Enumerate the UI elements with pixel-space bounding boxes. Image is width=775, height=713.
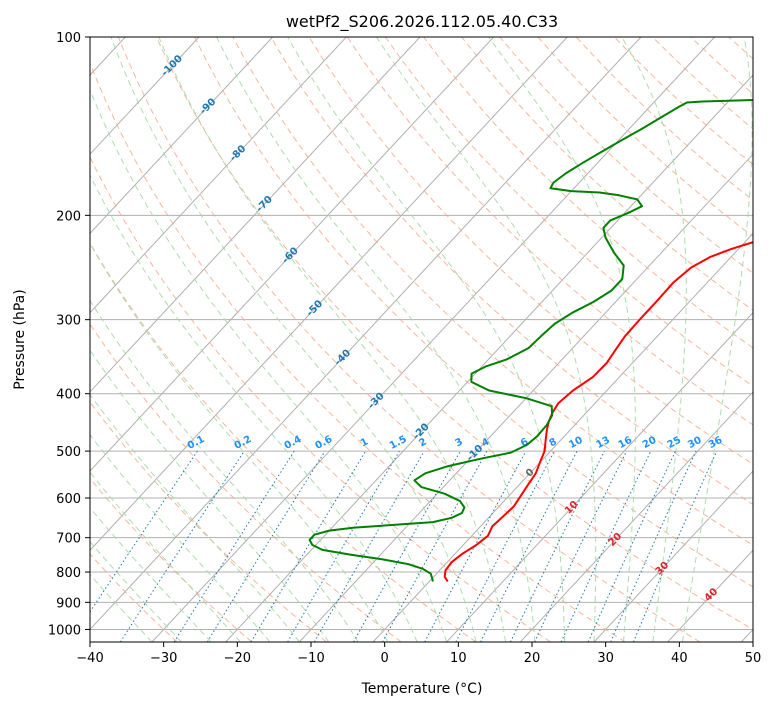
y-tick-label: 1000 [48, 623, 81, 638]
x-tick-label: 20 [524, 651, 541, 666]
x-tick-label: −10 [297, 651, 324, 666]
x-tick-label: −20 [224, 651, 251, 666]
y-tick-label: 200 [56, 209, 81, 224]
x-tick-label: −40 [76, 651, 103, 666]
y-tick-label: 900 [56, 596, 81, 611]
y-tick-label: 600 [56, 492, 81, 507]
y-tick-label: 300 [56, 314, 81, 329]
x-tick-label: 0 [381, 651, 389, 666]
x-axis-label: Temperature (°C) [361, 681, 483, 697]
x-tick-label: −30 [150, 651, 177, 666]
x-tick-label: 30 [597, 651, 614, 666]
x-tick-label: 50 [745, 651, 762, 666]
y-tick-label: 100 [56, 31, 81, 46]
y-tick-label: 800 [56, 566, 81, 581]
y-tick-label: 700 [56, 532, 81, 547]
x-tick-label: 10 [450, 651, 467, 666]
y-tick-label: 400 [56, 388, 81, 403]
y-tick-label: 500 [56, 445, 81, 460]
chart-title: wetPf2_S206.2026.112.05.40.C33 [286, 12, 558, 32]
x-tick-label: 40 [671, 651, 688, 666]
y-axis-label: Pressure (hPa) [12, 289, 28, 389]
